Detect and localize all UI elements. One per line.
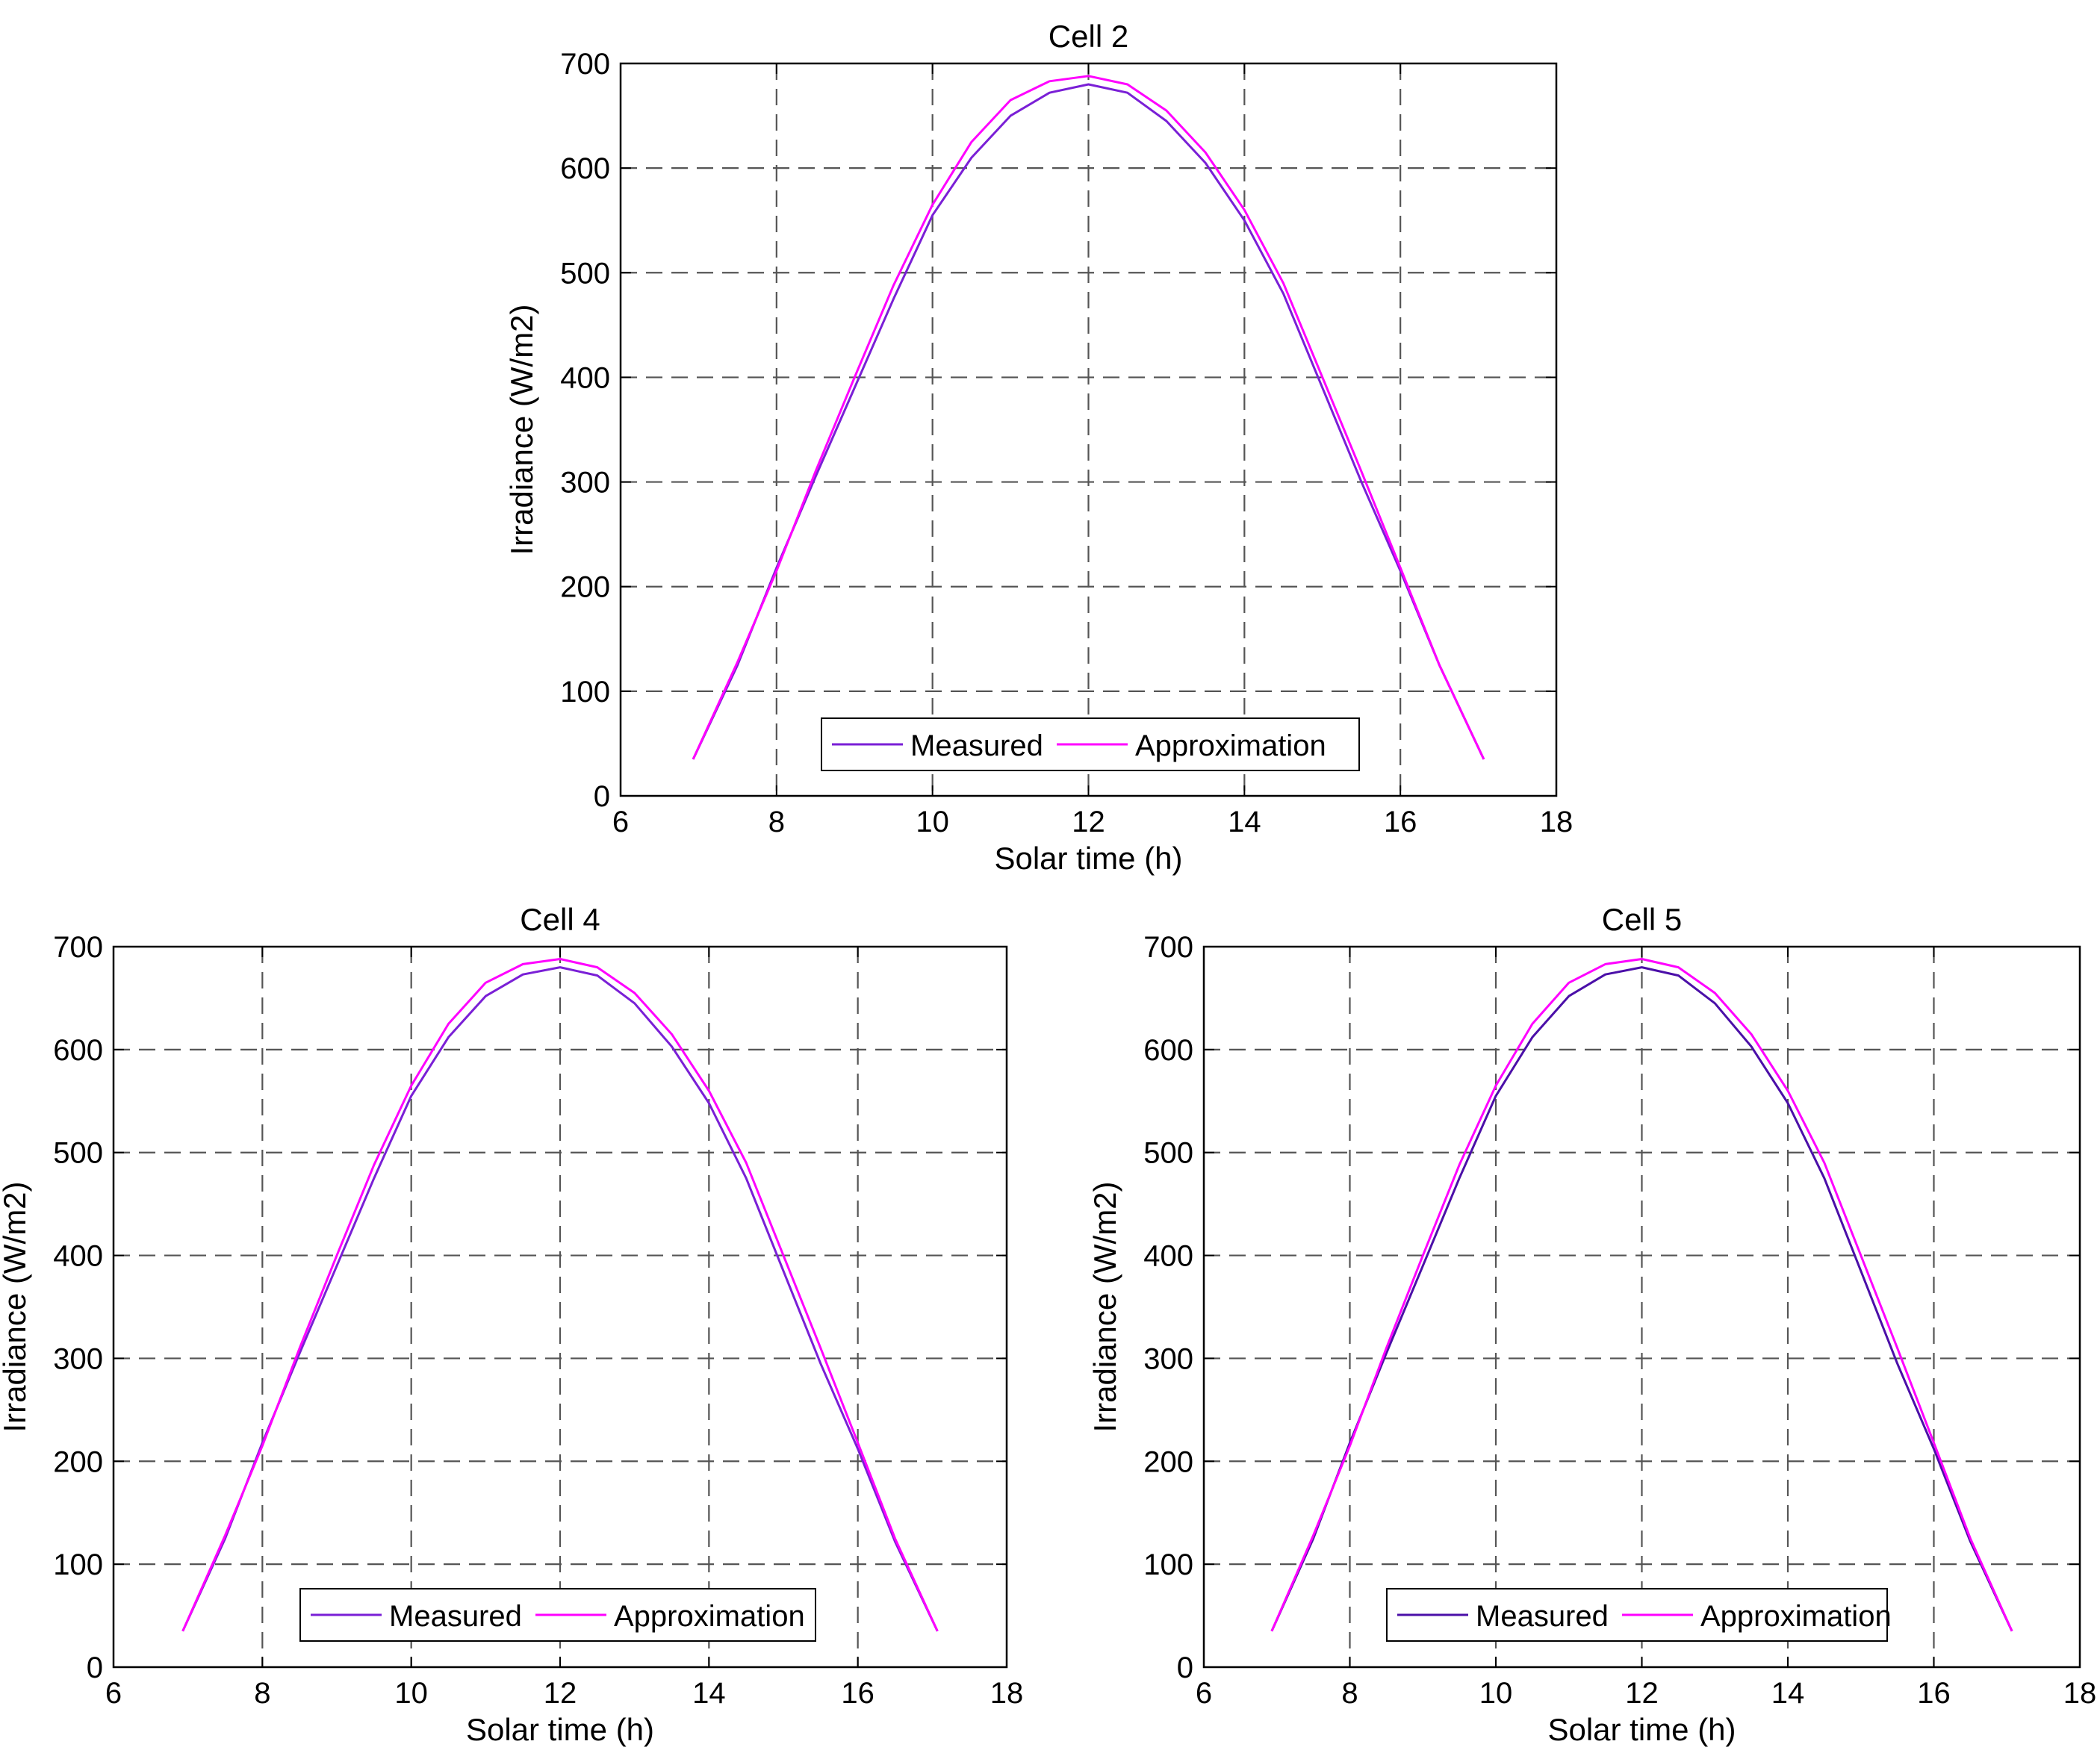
x-tick-label: 14 [1228, 806, 1261, 838]
y-tick-label: 600 [1143, 1034, 1193, 1067]
y-tick-label: 400 [1143, 1240, 1193, 1273]
x-tick-label: 10 [394, 1677, 428, 1710]
y-tick-label: 0 [1177, 1651, 1193, 1684]
series-line-measured [692, 83, 1485, 760]
x-tick-label: 12 [1625, 1677, 1659, 1710]
y-tick-label: 0 [87, 1651, 103, 1684]
x-tick-label: 18 [990, 1677, 1024, 1710]
series-line-measured [1270, 966, 2013, 1632]
series-line-approximation [181, 958, 939, 1632]
y-tick-label: 200 [1143, 1445, 1193, 1478]
y-tick-label: 500 [1143, 1137, 1193, 1170]
axes-box [112, 945, 1008, 1669]
y-tick-label: 300 [560, 467, 610, 499]
y-tick-label: 700 [53, 931, 103, 964]
legend: Measured Approximation [1386, 1588, 1892, 1642]
x-tick-label: 16 [1917, 1677, 1951, 1710]
chart-panel-1: 6 8 10 12 14 16 18 0 100 200 300 400 500 600 700 Cell 2… [504, 19, 1573, 876]
y-tick-label: 0 [594, 780, 610, 813]
series-line-approximation [1270, 958, 2013, 1632]
x-tick-label: 8 [254, 1677, 270, 1710]
x-tick-label: 16 [841, 1677, 875, 1710]
y-tick-label: 400 [53, 1240, 103, 1273]
y-tick-label: 100 [53, 1548, 103, 1581]
y-tick-label: 500 [53, 1137, 103, 1170]
x-tick-label: 6 [1196, 1677, 1212, 1710]
y-tick-label: 100 [560, 676, 610, 709]
x-axis-label: Solar time (h) [466, 1712, 654, 1747]
legend-label: Approximation [1135, 729, 1326, 762]
y-tick-label: 700 [560, 48, 610, 81]
x-tick-label: 6 [612, 806, 629, 838]
y-axis-label: Irradiance (W/m2) [504, 304, 539, 555]
chart-title: Cell 4 [520, 902, 600, 937]
y-tick-label: 200 [53, 1445, 103, 1478]
legend-label: Approximation [614, 1600, 805, 1633]
y-tick-label: 600 [53, 1034, 103, 1067]
x-tick-label: 8 [1341, 1677, 1358, 1710]
chart-title: Cell 2 [1049, 19, 1128, 54]
y-tick-label: 400 [560, 361, 610, 394]
axes-box [619, 62, 1558, 797]
series-line-approximation [692, 75, 1485, 760]
y-tick-label: 200 [560, 571, 610, 604]
x-tick-label: 10 [916, 806, 949, 838]
x-tick-label: 18 [1540, 806, 1574, 838]
x-tick-label: 8 [768, 806, 785, 838]
axes-box [1202, 945, 2081, 1669]
y-tick-label: 300 [53, 1342, 103, 1375]
x-tick-label: 14 [692, 1677, 726, 1710]
x-tick-label: 12 [1072, 806, 1105, 838]
x-tick-label: 10 [1479, 1677, 1513, 1710]
y-axis-label: Irradiance (W/m2) [1087, 1181, 1122, 1432]
chart-panel-3: 6 8 10 12 14 16 18 0 100 200 300 400 500 600 700 Cell 5… [1087, 902, 2096, 1747]
series-line-measured [181, 966, 939, 1632]
x-tick-label: 14 [1771, 1677, 1805, 1710]
legend-label: Measured [1476, 1600, 1609, 1633]
x-tick-label: 16 [1384, 806, 1417, 838]
x-tick-label: 12 [544, 1677, 577, 1710]
legend-box [1386, 1588, 1888, 1642]
x-tick-label: 6 [105, 1677, 122, 1710]
y-axis-label: Irradiance (W/m2) [0, 1181, 32, 1432]
y-tick-label: 300 [1143, 1342, 1193, 1375]
legend-label: Measured [910, 729, 1043, 762]
y-tick-label: 600 [560, 152, 610, 185]
y-tick-label: 700 [1143, 931, 1193, 964]
x-axis-label: Solar time (h) [1547, 1712, 1736, 1747]
legend-label: Measured [389, 1600, 522, 1633]
legend: Measured Approximation [821, 717, 1360, 771]
legend: Measured Approximation [299, 1588, 816, 1642]
chart-title: Cell 5 [1602, 902, 1682, 937]
y-tick-label: 100 [1143, 1548, 1193, 1581]
y-tick-label: 500 [560, 257, 610, 290]
x-tick-label: 18 [2063, 1677, 2097, 1710]
legend-label: Approximation [1700, 1600, 1892, 1633]
chart-panel-2: 6 8 10 12 14 16 18 0 100 200 300 400 500 600 700 Cell 4… [0, 902, 1023, 1747]
x-axis-label: Solar time (h) [994, 841, 1182, 876]
